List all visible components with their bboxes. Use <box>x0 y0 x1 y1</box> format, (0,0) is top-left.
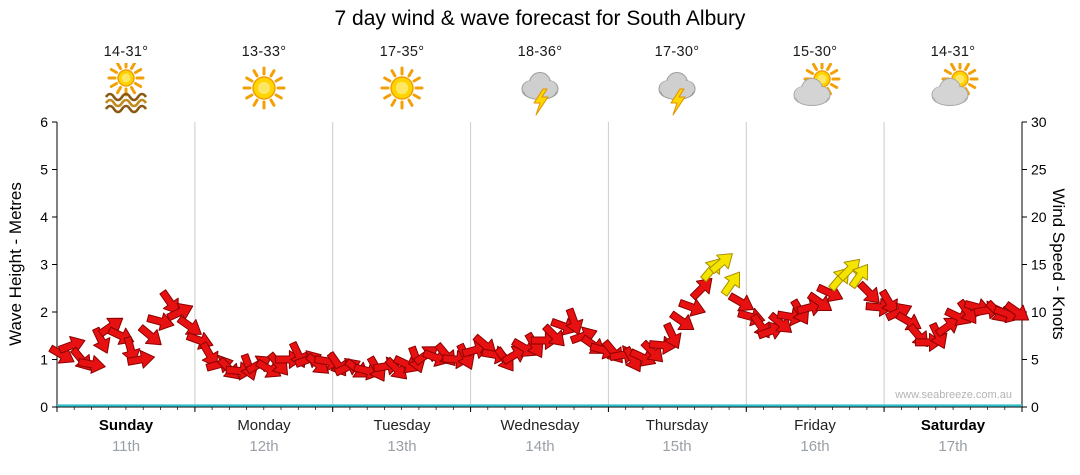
day-forecast-column: 14-31° <box>884 44 1022 115</box>
day-name-label: Sunday <box>98 417 154 434</box>
wind-arrow <box>727 292 755 312</box>
temperature-range: 15-30° <box>792 44 838 60</box>
right-tick-label: 5 <box>1031 352 1039 368</box>
wind-arrow <box>689 277 713 301</box>
left-tick-label: 3 <box>40 257 48 273</box>
temperature-range: 14-31° <box>930 44 976 60</box>
wind-arrow <box>708 253 733 275</box>
storm-icon <box>658 72 696 116</box>
day-date-label: 17th <box>938 438 968 455</box>
wind-arrow-series <box>48 253 1030 382</box>
day-date-label: 11th <box>111 438 141 455</box>
left-tick-label: 1 <box>40 352 48 368</box>
wind-arrow <box>756 321 785 340</box>
sunny-icon <box>242 66 286 110</box>
wind-arrow <box>384 356 408 380</box>
day-name-label: Monday <box>237 417 291 434</box>
temperature-range: 13-33° <box>241 44 287 60</box>
day-forecast-column: 14-31° <box>57 44 195 115</box>
wind-arrow <box>565 307 584 336</box>
wind-arrow <box>640 339 664 363</box>
left-tick-label: 6 <box>40 114 48 130</box>
temperature-range: 14-31° <box>103 44 149 60</box>
day-axis-column: Thursday 15th <box>608 417 746 455</box>
day-name-label: Thursday <box>645 417 709 434</box>
weather-icon-slot <box>333 63 471 115</box>
wind-arrow <box>879 288 898 316</box>
day-forecast-column: 13-33° <box>195 44 333 115</box>
sun-cloud-icon <box>793 60 841 106</box>
left-tick-label: 2 <box>40 304 48 320</box>
day-forecast-column: 17-35° <box>333 44 471 115</box>
right-tick-label: 0 <box>1031 399 1039 415</box>
temperature-range: 17-30° <box>654 44 700 60</box>
wind-arrow <box>146 312 175 331</box>
day-forecast-column: 15-30° <box>746 44 884 115</box>
wind-arrow <box>126 349 155 369</box>
day-axis-column: Tuesday 13th <box>333 417 471 455</box>
page-title: 7 day wind & wave forecast for South Alb… <box>334 7 746 30</box>
right-axis-title-text: Wind Speed - Knots <box>1049 188 1068 340</box>
wind-arrow <box>848 263 869 290</box>
watermark: www.seabreeze.com.au <box>895 389 1012 401</box>
day-name-label: Tuesday <box>373 417 431 434</box>
wind-arrow <box>720 271 741 297</box>
day-date-label: 14th <box>525 438 555 455</box>
right-tick-label: 25 <box>1031 162 1047 178</box>
sunny-icon <box>380 66 424 110</box>
wind-arrow <box>768 311 793 333</box>
left-tick-label: 5 <box>40 162 48 178</box>
left-axis-title-text: Wave Height - Metres <box>6 182 25 346</box>
weather-icon-slot <box>471 63 609 116</box>
wind-arrow <box>166 302 194 322</box>
wind-arrow <box>669 310 695 331</box>
day-forecast-column: 17-30° <box>608 44 746 116</box>
day-name-label: Saturday <box>920 417 986 434</box>
left-tick-label: 4 <box>40 209 48 225</box>
axes: 0 1 2 3 4 5 6 0 5 10 15 20 25 30 <box>40 114 1047 415</box>
temperature-range: 18-36° <box>517 44 563 60</box>
day-name-label: Friday <box>794 417 836 434</box>
weather-icon-slot <box>195 63 333 115</box>
wind-arrow <box>678 298 706 317</box>
weather-icon-slot <box>608 63 746 116</box>
temperature-range: 17-35° <box>379 44 425 60</box>
wind-arrow <box>956 298 977 324</box>
day-axis-column: Sunday 11th <box>57 417 195 455</box>
wind-arrow <box>1003 301 1030 321</box>
day-axis-column: Friday 16th <box>746 417 884 455</box>
sun-cloud-icon <box>931 60 979 106</box>
weather-icon-slot <box>746 60 884 115</box>
wind-arrow <box>159 289 179 315</box>
wind-arrow <box>137 324 162 346</box>
day-date-label: 13th <box>387 438 417 455</box>
weather-icon-slot <box>57 59 195 115</box>
left-tick-label: 0 <box>40 399 48 415</box>
sun-water-icon <box>104 59 148 114</box>
day-axis-column: Wednesday 14th <box>471 417 609 455</box>
right-tick-label: 10 <box>1031 304 1047 320</box>
day-forecast-column: 18-36° <box>471 44 609 116</box>
wind-arrow <box>77 355 106 374</box>
right-tick-label: 30 <box>1031 114 1047 130</box>
day-axis-column: Monday 12th <box>195 417 333 455</box>
wind-arrow <box>857 280 880 304</box>
weather-icon-slot <box>884 60 1022 115</box>
day-date-label: 16th <box>800 438 830 455</box>
wind-arrow <box>663 322 682 349</box>
wind-arrow <box>542 323 565 347</box>
wind-arrow <box>837 258 861 282</box>
day-axis-column: Saturday 17th <box>884 417 1022 455</box>
right-tick-label: 20 <box>1031 209 1047 225</box>
storm-icon <box>521 72 559 116</box>
right-tick-label: 15 <box>1031 257 1047 273</box>
wind-arrow <box>806 291 833 312</box>
day-date-label: 12th <box>249 438 279 455</box>
day-name-label: Wednesday <box>500 417 580 434</box>
wind-arrow <box>57 336 86 354</box>
wind-arrow <box>92 326 111 354</box>
day-date-label: 15th <box>662 438 692 455</box>
wind-arrow <box>934 317 961 338</box>
